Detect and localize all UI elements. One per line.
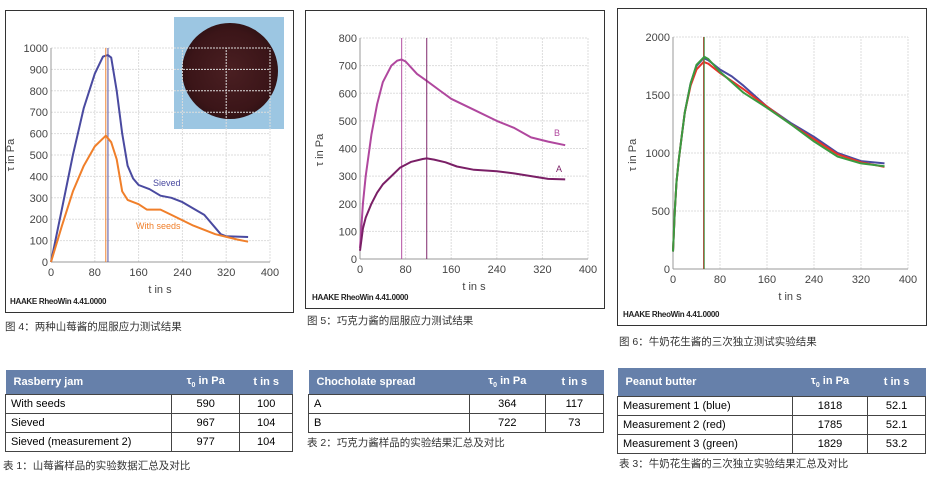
figure-6-panel — [617, 8, 927, 326]
table-row: B 722 73 — [308, 413, 605, 433]
cell: A — [308, 394, 470, 414]
figure-6-caption: 图 6：牛奶花生酱的三次独立测试实验结果 — [619, 336, 817, 348]
cell: 977 — [170, 432, 241, 452]
cell: 52.1 — [867, 415, 926, 435]
cell: Measurement 3 (green) — [617, 434, 793, 454]
cell: Measurement 2 (red) — [617, 415, 793, 435]
col-header: τ0 in Pa — [171, 370, 240, 395]
figure-5-caption: 图 5：巧克力酱的屈服应力测试结果 — [307, 315, 474, 327]
software-label: HAAKE RheoWin 4.41.0000 — [10, 297, 107, 306]
col-header: Peanut butter — [617, 368, 793, 397]
col-header: Rasberry jam — [5, 370, 172, 395]
figure-4-caption: 图 4：两种山莓酱的屈服应力测试结果 — [5, 321, 182, 333]
table-row: Measurement 2 (red) 1785 52.1 — [617, 415, 926, 435]
cell: 117 — [544, 394, 605, 414]
cell: 1829 — [791, 434, 869, 454]
table-row: Measurement 1 (blue) 1818 52.1 — [617, 396, 926, 416]
col-header: τ0 in Pa — [469, 370, 546, 395]
cell: Sieved — [5, 413, 172, 433]
col-header: Chocholate spread — [308, 370, 470, 395]
col-header: τ0 in Pa — [792, 368, 868, 397]
cell: 53.2 — [867, 434, 926, 454]
software-label: HAAKE RheoWin 4.41.0000 — [312, 293, 409, 302]
table-2-caption: 表 2：巧克力酱样品的实验结果汇总及对比 — [307, 437, 505, 449]
cell: 722 — [468, 413, 546, 433]
col-header: t in s — [239, 370, 293, 395]
cell: 364 — [468, 394, 546, 414]
table-row: A 364 117 — [308, 394, 605, 414]
table-row: With seeds 590 100 — [5, 394, 293, 414]
table-row: Measurement 3 (green) 1829 53.2 — [617, 434, 926, 454]
cell: Measurement 1 (blue) — [617, 396, 793, 416]
cell: 1818 — [791, 396, 869, 416]
cell: 104 — [239, 432, 293, 452]
figure-5-panel — [305, 10, 605, 309]
cell: 100 — [239, 394, 293, 414]
raspberry-jam-jar-photo — [174, 17, 284, 129]
col-header: t in s — [867, 368, 926, 397]
cell: 967 — [170, 413, 241, 433]
table-row: Sieved (measurement 2) 977 104 — [5, 432, 293, 452]
cell: 104 — [239, 413, 293, 433]
software-label: HAAKE RheoWin 4.41.0000 — [623, 310, 720, 319]
cell: B — [308, 413, 470, 433]
cell: Sieved (measurement 2) — [5, 432, 172, 452]
cell: 73 — [544, 413, 605, 433]
cell: 590 — [170, 394, 241, 414]
chocolate-spread-table: Chocholate spread τ0 in Pa t in s A 364 117 … — [308, 370, 605, 433]
table-3-caption: 表 3：牛奶花生酱的三次独立实验结果汇总及对比 — [619, 458, 849, 470]
cell: 1785 — [791, 415, 869, 435]
raspberry-jam-table: Rasberry jam τ0 in Pa t in s With seeds 590… — [5, 370, 293, 452]
cell: With seeds — [5, 394, 172, 414]
col-header: t in s — [545, 370, 604, 395]
peanut-butter-table: Peanut butter τ0 in Pa t in s Measurement … — [617, 368, 926, 454]
cell: 52.1 — [867, 396, 926, 416]
table-1-caption: 表 1：山莓酱样品的实验数据汇总及对比 — [3, 460, 191, 472]
table-row: Sieved 967 104 — [5, 413, 293, 433]
